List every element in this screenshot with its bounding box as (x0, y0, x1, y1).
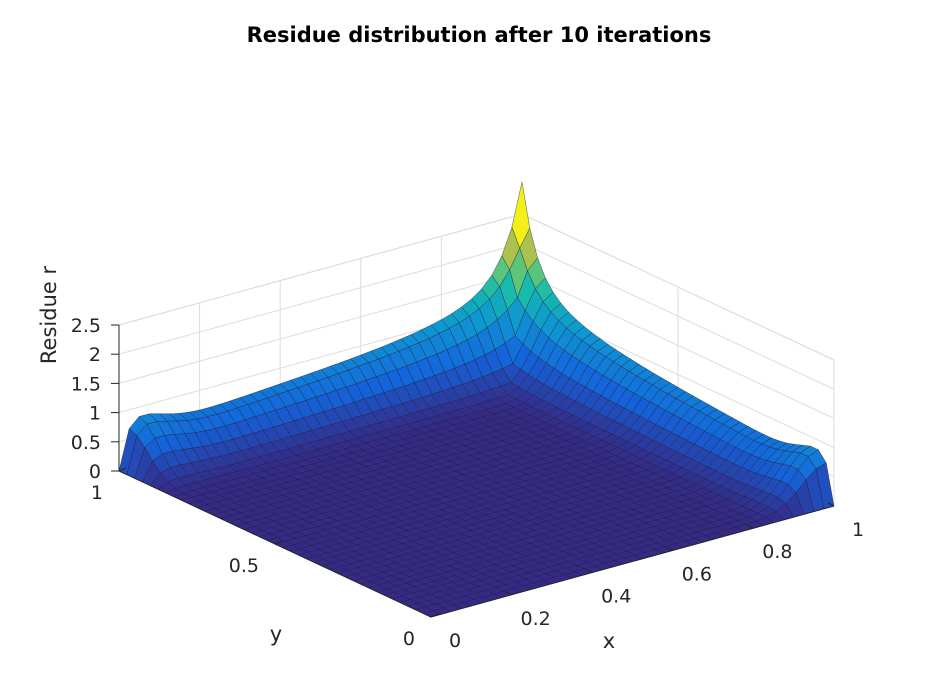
y-tick-label: 0.5 (229, 555, 259, 577)
y-tick-mark (430, 613, 439, 618)
grid-line (118, 242, 523, 355)
y-tick-mark (274, 540, 283, 545)
x-tick-label: 0.4 (601, 586, 631, 608)
x-tick-mark (666, 546, 674, 551)
x-tick-label: 0.2 (520, 608, 550, 630)
x-tick-mark (747, 524, 754, 529)
z-tick-label: 1.5 (71, 373, 101, 395)
x-tick-mark (585, 569, 593, 574)
x-axis-line (430, 505, 835, 618)
x-tick-mark (827, 502, 835, 507)
box-edge (118, 213, 523, 326)
x-tick-mark (424, 613, 432, 618)
x-tick-mark (505, 591, 512, 596)
z-tick-label: 0.5 (71, 432, 101, 454)
z-tick-label: 2 (89, 344, 101, 366)
x-tick-label: 0 (449, 630, 461, 652)
grid-line (521, 271, 835, 419)
y-axis-label: y (270, 622, 282, 646)
y-tick-label: 0 (403, 628, 415, 650)
surface-mesh (118, 181, 835, 618)
chart-title: Residue distribution after 10 iterations (247, 23, 712, 47)
x-tick-label: 0.8 (762, 541, 792, 563)
z-tick-label: 1 (89, 403, 101, 425)
x-tick-label: 0.6 (682, 563, 712, 585)
z-tick-label: 2.5 (71, 315, 101, 337)
box-edge (521, 213, 835, 361)
z-axis-label: Residue r (37, 266, 61, 365)
x-axis-label: x (603, 629, 615, 653)
grid-line (521, 242, 835, 390)
x-tick-label: 1 (852, 519, 864, 541)
y-tick-label: 1 (91, 482, 103, 504)
grid-line (118, 271, 523, 384)
y-tick-mark (118, 467, 127, 472)
z-tick-label: 0 (89, 461, 101, 483)
